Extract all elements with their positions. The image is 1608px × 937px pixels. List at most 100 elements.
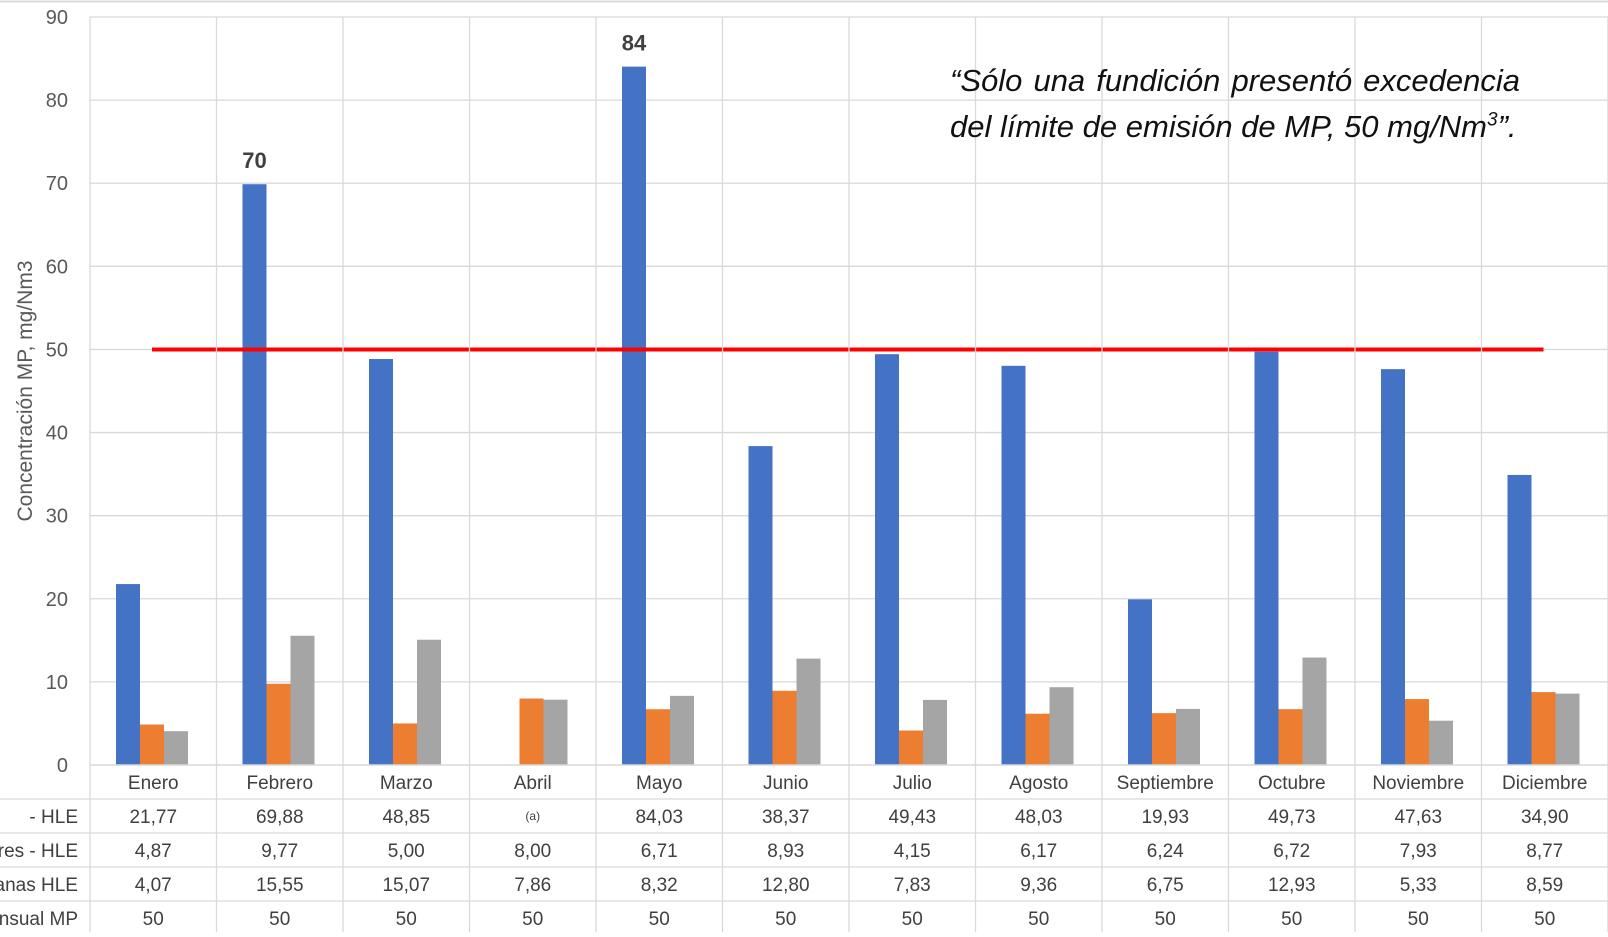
table-cell: 9,77 <box>261 841 298 862</box>
table-cell: 8,00 <box>514 841 551 862</box>
bar <box>1302 657 1327 765</box>
table-cell: 12,80 <box>762 875 810 896</box>
annotation-text: “Sólo una fundición presentó excedencia … <box>950 63 1520 144</box>
table-cell: 6,24 <box>1147 841 1184 862</box>
table-cell: 50 <box>1281 909 1302 930</box>
y-tick-label: 70 <box>46 173 68 195</box>
bar <box>369 359 393 765</box>
y-tick-label: 80 <box>46 90 68 112</box>
table-cell: 4,07 <box>135 875 172 896</box>
x-tick-label: Septiembre <box>1117 773 1214 794</box>
table-cell: 9,36 <box>1020 875 1057 896</box>
x-tick-label: Octubre <box>1258 773 1326 794</box>
bar <box>242 184 267 766</box>
bar <box>1152 713 1176 765</box>
bar <box>1531 692 1556 765</box>
table-cell: 50 <box>649 909 670 930</box>
bar <box>670 695 694 765</box>
bar <box>266 683 291 765</box>
table-cell: 50 <box>775 909 796 930</box>
bar <box>772 690 797 765</box>
bar <box>543 699 568 765</box>
bar <box>1128 599 1152 765</box>
table-cell: 8,59 <box>1526 875 1563 896</box>
bar <box>1001 365 1026 765</box>
table-cell: 49,43 <box>888 807 936 828</box>
table-cell: 5,00 <box>388 841 425 862</box>
table-cell: 8,77 <box>1526 841 1563 862</box>
table-cell: 50 <box>902 909 923 930</box>
table-cell: 50 <box>396 909 417 930</box>
table-cell: 50 <box>1155 909 1176 930</box>
bar <box>1025 713 1050 765</box>
bar <box>417 639 441 765</box>
y-tick-label: 0 <box>57 755 68 777</box>
data-label: 84 <box>622 31 647 56</box>
table-cell: (a) <box>525 809 540 823</box>
bar <box>1429 720 1453 765</box>
table-cell: 4,15 <box>894 841 931 862</box>
table-cell: 7,83 <box>894 875 931 896</box>
x-tick-label: Marzo <box>380 773 433 794</box>
table-cell: 34,90 <box>1521 807 1569 828</box>
y-tick-label: 30 <box>46 506 68 528</box>
y-tick-label: 90 <box>46 7 68 29</box>
table-cell: 84,03 <box>635 807 683 828</box>
bar <box>796 658 821 765</box>
table-cell: 69,88 <box>256 807 304 828</box>
bar <box>622 66 646 766</box>
y-tick-label: 20 <box>46 589 68 611</box>
table-row-header: tanas HLE <box>0 875 78 896</box>
table-cell: 6,72 <box>1273 841 1310 862</box>
table-cell: 8,32 <box>641 875 678 896</box>
bar <box>875 354 899 765</box>
table-cell: 38,37 <box>762 807 810 828</box>
table-cell: 6,17 <box>1020 841 1057 862</box>
table-row-header: - HLE <box>29 807 78 828</box>
table-cell: 21,77 <box>129 807 177 828</box>
table-cell: 50 <box>143 909 164 930</box>
table-cell: 12,93 <box>1268 875 1316 896</box>
y-tick-label: 40 <box>46 423 68 445</box>
y-axis-label: Concentración MP, mg/Nm3 <box>14 260 37 521</box>
table-cell: 48,03 <box>1015 807 1063 828</box>
x-tick-label: Agosto <box>1009 773 1068 794</box>
bar <box>1176 708 1200 765</box>
table-cell: 19,93 <box>1141 807 1189 828</box>
bar <box>140 724 164 765</box>
bar <box>1405 699 1429 765</box>
x-tick-label: Noviembre <box>1372 773 1464 794</box>
annotation-superscript: 3 <box>1487 109 1498 131</box>
table-cell: 50 <box>1534 909 1555 930</box>
bar <box>1555 693 1580 765</box>
table-cell: 7,86 <box>514 875 551 896</box>
annotation-closing: ”. <box>1497 109 1517 144</box>
y-tick-label: 10 <box>46 672 68 694</box>
table-cell: 4,87 <box>135 841 172 862</box>
y-tick-label: 50 <box>46 339 68 361</box>
y-tick-label: 60 <box>46 256 68 278</box>
bar <box>923 699 947 765</box>
x-tick-label: Julio <box>893 773 932 794</box>
table-row-header: res - HLE <box>0 841 78 862</box>
table-cell: 50 <box>269 909 290 930</box>
bar <box>519 698 544 765</box>
bar <box>1507 474 1532 765</box>
bar <box>116 584 140 765</box>
bar <box>164 731 188 765</box>
bar <box>646 709 670 765</box>
table-cell: 8,93 <box>767 841 804 862</box>
x-tick-label: Mayo <box>636 773 682 794</box>
x-tick-label: Abril <box>514 773 552 794</box>
bar <box>899 730 923 765</box>
bar <box>1254 351 1279 765</box>
x-tick-label: Junio <box>763 773 808 794</box>
bar <box>393 723 417 765</box>
annotation-note: “Sólo una fundición presentó excedencia … <box>950 58 1520 150</box>
x-tick-label: Diciembre <box>1502 773 1588 794</box>
table-cell: 50 <box>522 909 543 930</box>
table-cell: 49,73 <box>1268 807 1316 828</box>
table-cell: 15,55 <box>256 875 304 896</box>
